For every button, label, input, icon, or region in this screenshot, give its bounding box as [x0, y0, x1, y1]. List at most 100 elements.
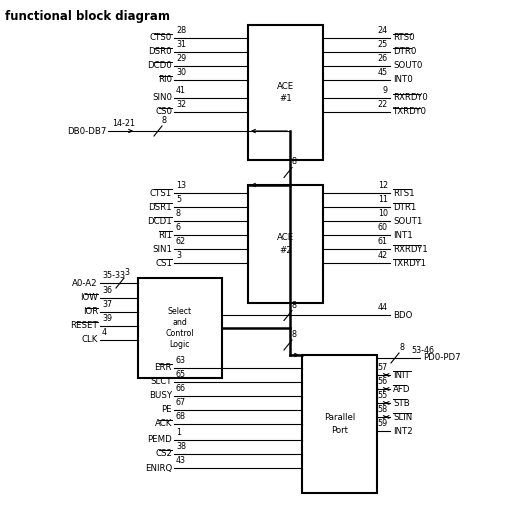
Text: PD0-PD7: PD0-PD7	[423, 353, 461, 362]
Text: 58: 58	[378, 405, 388, 414]
Text: INT0: INT0	[393, 76, 413, 85]
Text: A0-A2: A0-A2	[72, 278, 98, 288]
Text: ACE
#2: ACE #2	[277, 233, 294, 255]
Text: 59: 59	[378, 419, 388, 428]
Text: DTR0: DTR0	[393, 47, 416, 56]
Bar	[248, 25, 323, 160]
Text: 12: 12	[378, 181, 388, 190]
Text: 65: 65	[176, 370, 186, 379]
Text: 29: 29	[176, 54, 186, 63]
Text: AFD: AFD	[393, 385, 411, 393]
Text: DB0-DB7: DB0-DB7	[67, 126, 106, 136]
Text: STB: STB	[393, 399, 410, 408]
Text: 1: 1	[176, 428, 181, 437]
Text: 63: 63	[176, 356, 186, 365]
Text: 13: 13	[176, 181, 186, 190]
Text: 32: 32	[176, 100, 186, 109]
Text: DCD1: DCD1	[147, 217, 172, 226]
Text: ACK: ACK	[154, 420, 172, 429]
Text: 9: 9	[383, 86, 388, 95]
Text: IOR: IOR	[83, 308, 98, 317]
Text: Select
and
Control
Logic: Select and Control Logic	[166, 307, 194, 349]
Text: 67: 67	[176, 398, 186, 407]
Text: RXRDY0: RXRDY0	[393, 94, 428, 103]
Text: BDO: BDO	[393, 310, 413, 319]
Text: RXRDY1: RXRDY1	[393, 245, 428, 254]
Text: functional block diagram: functional block diagram	[5, 10, 170, 23]
Text: DSR0: DSR0	[148, 47, 172, 56]
Text: 3: 3	[124, 268, 129, 277]
Text: RTS0: RTS0	[393, 34, 415, 43]
Text: 53-46: 53-46	[411, 346, 434, 355]
Text: 6: 6	[176, 223, 181, 232]
Text: CTS1: CTS1	[150, 188, 172, 197]
Text: 60: 60	[378, 223, 388, 232]
Text: BUSY: BUSY	[149, 391, 172, 400]
Text: 39: 39	[102, 314, 112, 323]
Text: 22: 22	[378, 100, 388, 109]
Text: CS0: CS0	[155, 107, 172, 116]
Text: 57: 57	[378, 363, 388, 372]
Text: 10: 10	[378, 209, 388, 218]
Text: 43: 43	[176, 456, 186, 465]
Text: RTS1: RTS1	[393, 188, 415, 197]
Text: ENIRQ: ENIRQ	[145, 463, 172, 472]
Text: 3: 3	[176, 251, 181, 260]
Text: CS1: CS1	[155, 258, 172, 268]
Bar	[138, 278, 222, 378]
Text: DTR1: DTR1	[393, 203, 416, 211]
Text: 8: 8	[292, 157, 297, 167]
Text: 56: 56	[378, 377, 388, 386]
Text: SIN1: SIN1	[152, 245, 172, 254]
Text: 5: 5	[176, 195, 181, 204]
Text: 26: 26	[378, 54, 388, 63]
Text: 41: 41	[176, 86, 186, 95]
Text: 8: 8	[292, 300, 297, 309]
Text: PE: PE	[161, 406, 172, 414]
Text: INT1: INT1	[393, 230, 413, 239]
Text: 24: 24	[378, 26, 388, 35]
Text: IOW: IOW	[80, 294, 98, 302]
Text: 45: 45	[378, 68, 388, 77]
Text: 8: 8	[176, 209, 181, 218]
Text: 37: 37	[102, 300, 112, 309]
Text: INIT: INIT	[393, 370, 410, 379]
Text: 28: 28	[176, 26, 186, 35]
Text: SLCT: SLCT	[150, 378, 172, 387]
Text: 4: 4	[102, 328, 107, 337]
Text: DCD0: DCD0	[147, 62, 172, 70]
Text: 42: 42	[378, 251, 388, 260]
Text: 66: 66	[176, 384, 186, 393]
Text: 31: 31	[176, 40, 186, 49]
Text: 35-33: 35-33	[102, 271, 125, 280]
Text: 8: 8	[162, 116, 167, 125]
Text: 61: 61	[378, 237, 388, 246]
Bar	[302, 355, 377, 493]
Text: SLIN: SLIN	[393, 412, 412, 421]
Text: RESET: RESET	[70, 321, 98, 330]
Text: SOUT1: SOUT1	[393, 217, 422, 226]
Text: 62: 62	[176, 237, 186, 246]
Text: PEMD: PEMD	[147, 436, 172, 444]
Text: 8: 8	[292, 330, 297, 339]
Text: 36: 36	[102, 286, 112, 295]
Bar	[248, 185, 323, 303]
Text: SOUT0: SOUT0	[393, 62, 422, 70]
Text: CS2: CS2	[155, 450, 172, 459]
Text: RI0: RI0	[158, 76, 172, 85]
Text: ERR: ERR	[154, 363, 172, 372]
Text: RI1: RI1	[158, 230, 172, 239]
Text: CLK: CLK	[81, 336, 98, 345]
Text: TXRDY0: TXRDY0	[393, 107, 427, 116]
Text: 55: 55	[378, 391, 388, 400]
Text: 30: 30	[176, 68, 186, 77]
Text: 11: 11	[378, 195, 388, 204]
Text: 8: 8	[399, 343, 404, 352]
Text: Parallel
Port: Parallel Port	[324, 413, 355, 435]
Text: CTS0: CTS0	[150, 34, 172, 43]
Text: SIN0: SIN0	[152, 94, 172, 103]
Text: 14-21: 14-21	[112, 119, 135, 128]
Text: 44: 44	[378, 303, 388, 312]
Text: 68: 68	[176, 412, 186, 421]
Text: 25: 25	[378, 40, 388, 49]
